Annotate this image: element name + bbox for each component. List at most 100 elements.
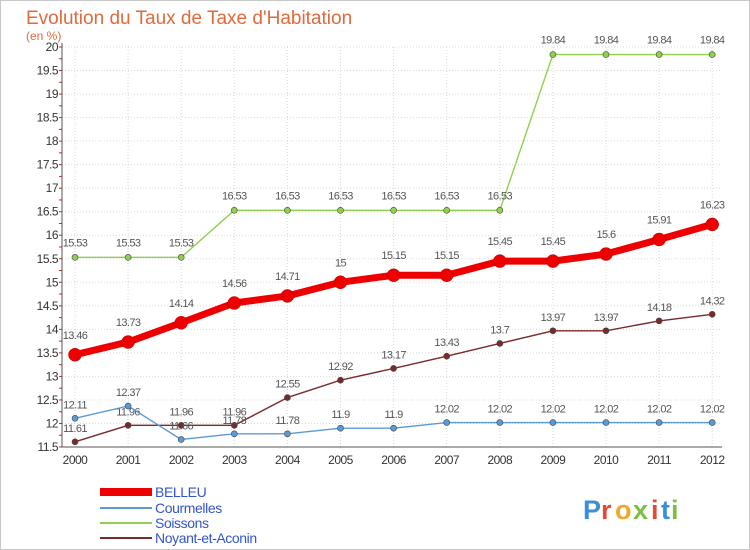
- data-label: 16.53: [275, 190, 300, 202]
- data-label: 11.78: [276, 415, 300, 427]
- y-tick-label: 17: [46, 181, 59, 195]
- data-label: 11.9: [331, 409, 350, 421]
- data-point: [655, 317, 663, 325]
- series-layer: 15.53 15.53 15.53 16.53 16.53 16.53 16.53 16.53…: [63, 35, 726, 446]
- data-point: [71, 254, 79, 261]
- data-point: [708, 419, 716, 426]
- legend-label: Noyant-et-Aconin: [155, 530, 257, 546]
- x-tick-label: 2004: [275, 453, 301, 467]
- data-label: 11.96: [169, 406, 193, 418]
- data-label: 13.43: [434, 337, 459, 349]
- legend-label: Courmelles: [155, 500, 222, 516]
- data-point: [284, 430, 291, 438]
- data-point: [705, 217, 719, 232]
- y-tick-label: 18.5: [37, 111, 59, 125]
- y-tick-label: 11.5: [38, 440, 59, 454]
- y-tick-label: 12: [46, 416, 59, 430]
- data-label: 13.73: [116, 317, 141, 329]
- data-label: 15.53: [63, 237, 88, 249]
- y-tick-label: 14: [46, 322, 59, 336]
- data-label: 19.84: [541, 35, 566, 47]
- y-tick-label: 13.5: [37, 346, 59, 360]
- data-label: 15.6: [596, 229, 615, 241]
- data-point: [655, 51, 663, 58]
- y-tick-label: 14.5: [37, 299, 59, 313]
- data-label: 14.14: [169, 298, 194, 310]
- data-label: 11.61: [63, 423, 87, 435]
- data-label: 13.7: [490, 324, 509, 336]
- data-point: [337, 206, 344, 214]
- x-tick-label: 2005: [328, 453, 354, 467]
- data-point: [124, 254, 132, 261]
- logo-letter: x: [633, 495, 648, 525]
- data-point: [333, 275, 348, 290]
- data-point: [549, 419, 557, 426]
- data-point: [174, 316, 188, 330]
- data-label: 13.46: [63, 330, 88, 342]
- data-point: [390, 206, 397, 214]
- y-tick-label: 20: [46, 40, 59, 54]
- logo-letter: r: [601, 495, 612, 525]
- data-point: [549, 51, 557, 58]
- x-tick-label: 2009: [541, 453, 567, 467]
- data-point: [443, 419, 451, 426]
- data-point: [443, 206, 451, 214]
- data-label: 12.11: [63, 399, 87, 411]
- data-point: [443, 352, 451, 360]
- data-label: 12.02: [700, 404, 725, 416]
- x-tick-label: 2002: [169, 453, 195, 467]
- data-point: [177, 254, 185, 261]
- data-point: [124, 402, 132, 410]
- y-tick-label: 18: [46, 134, 59, 148]
- data-point: [390, 424, 397, 432]
- data-label: 19.84: [594, 35, 619, 47]
- data-point: [496, 340, 504, 347]
- data-point: [602, 51, 610, 58]
- x-tick-label: 2003: [222, 453, 248, 467]
- data-label: 11.78: [222, 415, 246, 427]
- x-tick-label: 2001: [116, 453, 142, 467]
- data-label: 15.91: [647, 214, 672, 226]
- x-tick-label: 2011: [647, 453, 672, 467]
- data-point: [68, 348, 82, 362]
- x-tick-label: 2000: [63, 453, 89, 467]
- data-point: [439, 268, 454, 282]
- data-label: 15.15: [434, 250, 459, 262]
- data-label: 11.96: [116, 406, 140, 418]
- data-label: 15.53: [169, 237, 194, 249]
- data-label: 12.02: [594, 404, 619, 416]
- y-tick-label: 13: [46, 369, 59, 383]
- data-label: 12.55: [275, 379, 300, 391]
- logo-letter: t: [661, 495, 670, 525]
- data-point: [496, 419, 504, 426]
- data-point: [337, 376, 344, 384]
- data-point: [390, 365, 397, 372]
- y-tick-label: 15: [46, 275, 59, 289]
- legend-label: BELLEU: [155, 484, 207, 500]
- y-tick-label: 16: [46, 228, 59, 242]
- logo-letter: o: [615, 495, 632, 525]
- data-point: [493, 254, 507, 268]
- data-point: [231, 430, 238, 438]
- data-label: 12.02: [488, 404, 513, 416]
- data-label: 11.9: [384, 409, 403, 421]
- data-label: 13.97: [541, 312, 566, 324]
- data-point: [71, 414, 79, 422]
- data-point: [227, 296, 242, 310]
- data-label: 15.45: [488, 236, 513, 248]
- x-tick-label: 2008: [487, 453, 513, 467]
- plot-area: [62, 47, 722, 447]
- series-courmelles: 12.11 12.37 11.66 11.78 11.78 11.9 11.9 12.02 12…: [63, 387, 726, 443]
- data-label: 11.66: [169, 420, 193, 432]
- y-tick-label: 12.5: [37, 393, 59, 407]
- y-tick-label: 17.5: [37, 158, 59, 172]
- data-label: 19.84: [647, 35, 672, 47]
- data-label: 15.53: [116, 237, 141, 249]
- data-label: 12.92: [328, 361, 353, 373]
- data-point: [337, 424, 344, 432]
- data-label: 11.96: [222, 406, 246, 418]
- data-label: 15.15: [381, 250, 406, 262]
